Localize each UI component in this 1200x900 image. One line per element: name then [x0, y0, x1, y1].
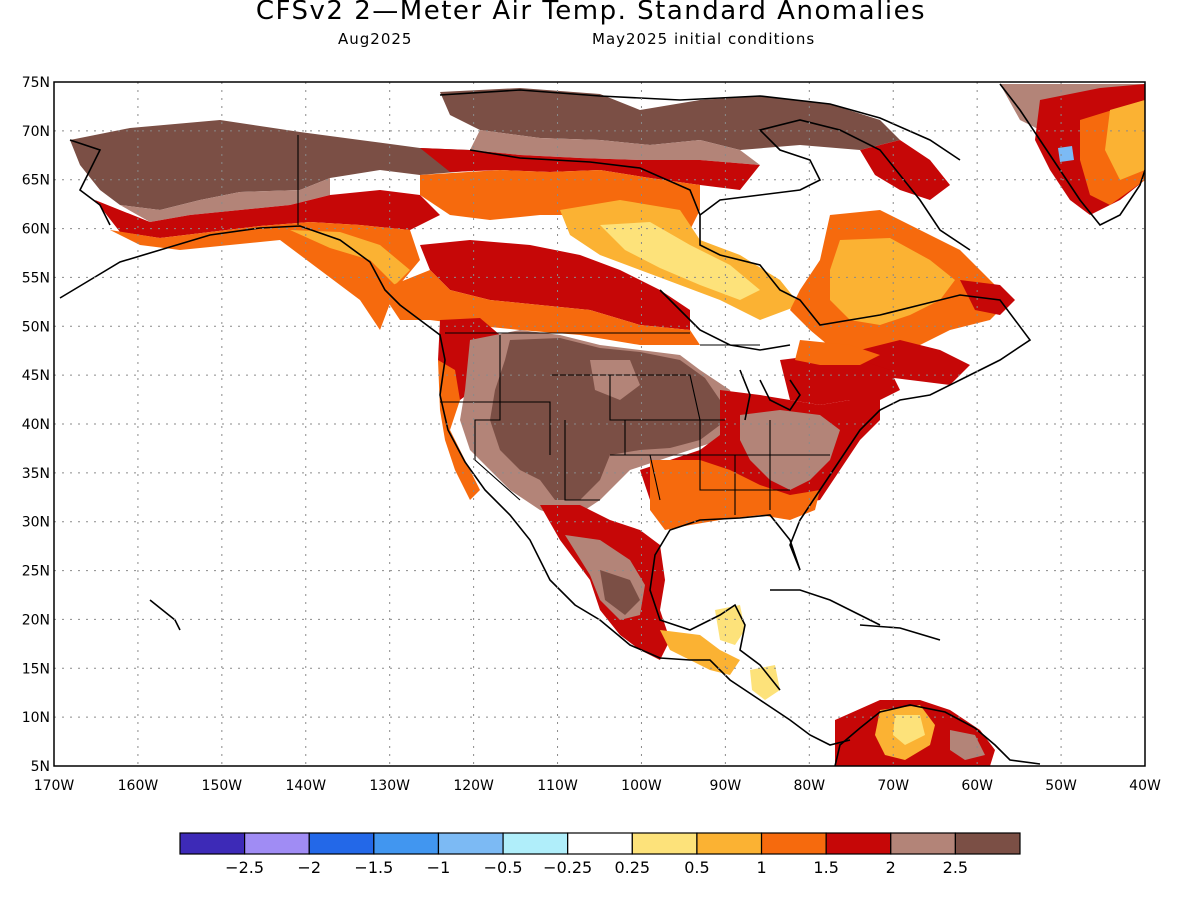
latitude-tick-label: 65N: [22, 173, 50, 189]
latitude-tick-label: 55N: [22, 270, 50, 286]
anomaly-fields: [70, 84, 1145, 766]
latitude-tick-label: 60N: [22, 222, 50, 238]
colorbar-swatch: [244, 832, 310, 855]
anomaly-region: [660, 630, 740, 675]
latitude-tick-label: 35N: [22, 466, 50, 482]
anomaly-region: [960, 280, 1015, 315]
longitude-axis: 170W 160W 150W 140W 130W 120W 110W 100W 90W 80W 70…: [34, 778, 1161, 794]
latitude-tick-label: 15N: [22, 661, 50, 677]
latitude-tick-label: 50N: [22, 319, 50, 335]
anomaly-region: [120, 178, 330, 222]
anomaly-region: [470, 130, 760, 165]
colorbar-tick-label: 1.5: [813, 858, 838, 877]
colorbar-tick-label: 2: [886, 858, 896, 877]
longitude-tick-label: 50W: [1045, 778, 1077, 794]
colorbar-swatch: [373, 832, 440, 855]
latitude-tick-label: 5N: [31, 759, 50, 775]
anomaly-region: [780, 355, 900, 405]
colorbar-legend: −2.5 −2 −1.5 −1 −0.5 −0.25 0.25 0.5 1 1.5 2 2.5: [179, 832, 1021, 877]
latitude-tick-label: 70N: [22, 124, 50, 140]
political-borders: [297, 135, 830, 515]
latitude-tick-label: 10N: [22, 710, 50, 726]
anomaly-region: [590, 360, 640, 400]
latitude-tick-label: 30N: [22, 515, 50, 531]
colorbar-swatch: [308, 832, 375, 855]
anomaly-region: [490, 338, 720, 500]
longitude-tick-label: 80W: [793, 778, 825, 794]
longitude-tick-label: 60W: [961, 778, 993, 794]
anomaly-region: [600, 570, 640, 615]
anomaly-region: [95, 190, 440, 238]
colorbar-swatch: [954, 832, 1021, 855]
coastlines: [59, 83, 1145, 766]
anomaly-region: [420, 148, 760, 190]
anomaly-region: [380, 270, 700, 345]
colorbar-swatch: [437, 832, 504, 855]
plot-frame: [53, 81, 1146, 767]
colorbar-tick-label: −0.5: [484, 858, 523, 877]
colorbar-tick-label: −1.5: [354, 858, 393, 877]
valid-month-label: Aug2025: [338, 30, 413, 48]
chart-title: CFSv2 2—Meter Air Temp. Standard Anomali…: [255, 0, 927, 26]
longitude-tick-label: 40W: [1129, 778, 1161, 794]
anomaly-region: [750, 665, 780, 700]
latitude-tick-label: 75N: [22, 75, 50, 91]
colorbar-tick-label: −2.5: [225, 858, 264, 877]
longitude-tick-label: 140W: [285, 778, 326, 794]
colorbar-tick-label: 0.25: [614, 858, 650, 877]
colorbar-swatch: [825, 832, 892, 855]
colorbar-swatch: [179, 832, 246, 855]
colorbar-tick-label: −1: [427, 858, 451, 877]
anomaly-region: [70, 120, 480, 210]
colorbar-swatch: [890, 832, 956, 855]
latitude-tick-label: 20N: [22, 612, 50, 628]
anomaly-region: [1105, 100, 1145, 180]
longitude-tick-label: 120W: [453, 778, 494, 794]
graticule: [54, 82, 1145, 766]
longitude-tick-label: 110W: [537, 778, 578, 794]
colorbar-tick-label: 1: [756, 858, 766, 877]
anomaly-region: [600, 222, 760, 300]
colorbar-swatch: [631, 832, 698, 855]
anomaly-region: [110, 222, 420, 330]
longitude-tick-label: 90W: [710, 778, 742, 794]
colorbar-swatch: [696, 832, 763, 855]
colorbar-swatch: [760, 832, 827, 855]
longitude-tick-label: 170W: [34, 778, 75, 794]
anomaly-region: [440, 88, 900, 150]
longitude-tick-label: 130W: [369, 778, 410, 794]
anomaly-region: [950, 730, 985, 760]
longitude-tick-label: 150W: [202, 778, 243, 794]
colorbar-tick-label: −0.25: [543, 858, 592, 877]
colorbar-tick-label: −2: [297, 858, 321, 877]
anomaly-region: [795, 340, 880, 365]
colorbar-tick-label: 0.5: [684, 858, 709, 877]
anomaly-region: [1058, 146, 1074, 162]
anomaly-region: [715, 605, 745, 645]
latitude-tick-label: 40N: [22, 417, 50, 433]
latitude-tick-label: 45N: [22, 368, 50, 384]
initial-conditions-label: May2025 initial conditions: [592, 30, 816, 48]
latitude-axis: 75N 70N 65N 60N 55N 50N 45N 40N 35N 30N 25N 20N 15N 1…: [22, 75, 50, 775]
anomaly-region: [420, 240, 690, 330]
longitude-tick-label: 100W: [621, 778, 662, 794]
anomaly-region: [740, 410, 840, 490]
anomaly-region: [438, 360, 480, 500]
anomaly-region: [290, 230, 410, 285]
latitude-tick-label: 25N: [22, 564, 50, 580]
colorbar-swatch: [502, 832, 569, 855]
longitude-tick-label: 70W: [877, 778, 909, 794]
anomaly-region: [860, 140, 950, 200]
colorbar-tick-label: 2.5: [943, 858, 968, 877]
longitude-tick-label: 160W: [118, 778, 159, 794]
anomaly-region: [893, 715, 925, 745]
colorbar-swatch: [567, 832, 633, 855]
